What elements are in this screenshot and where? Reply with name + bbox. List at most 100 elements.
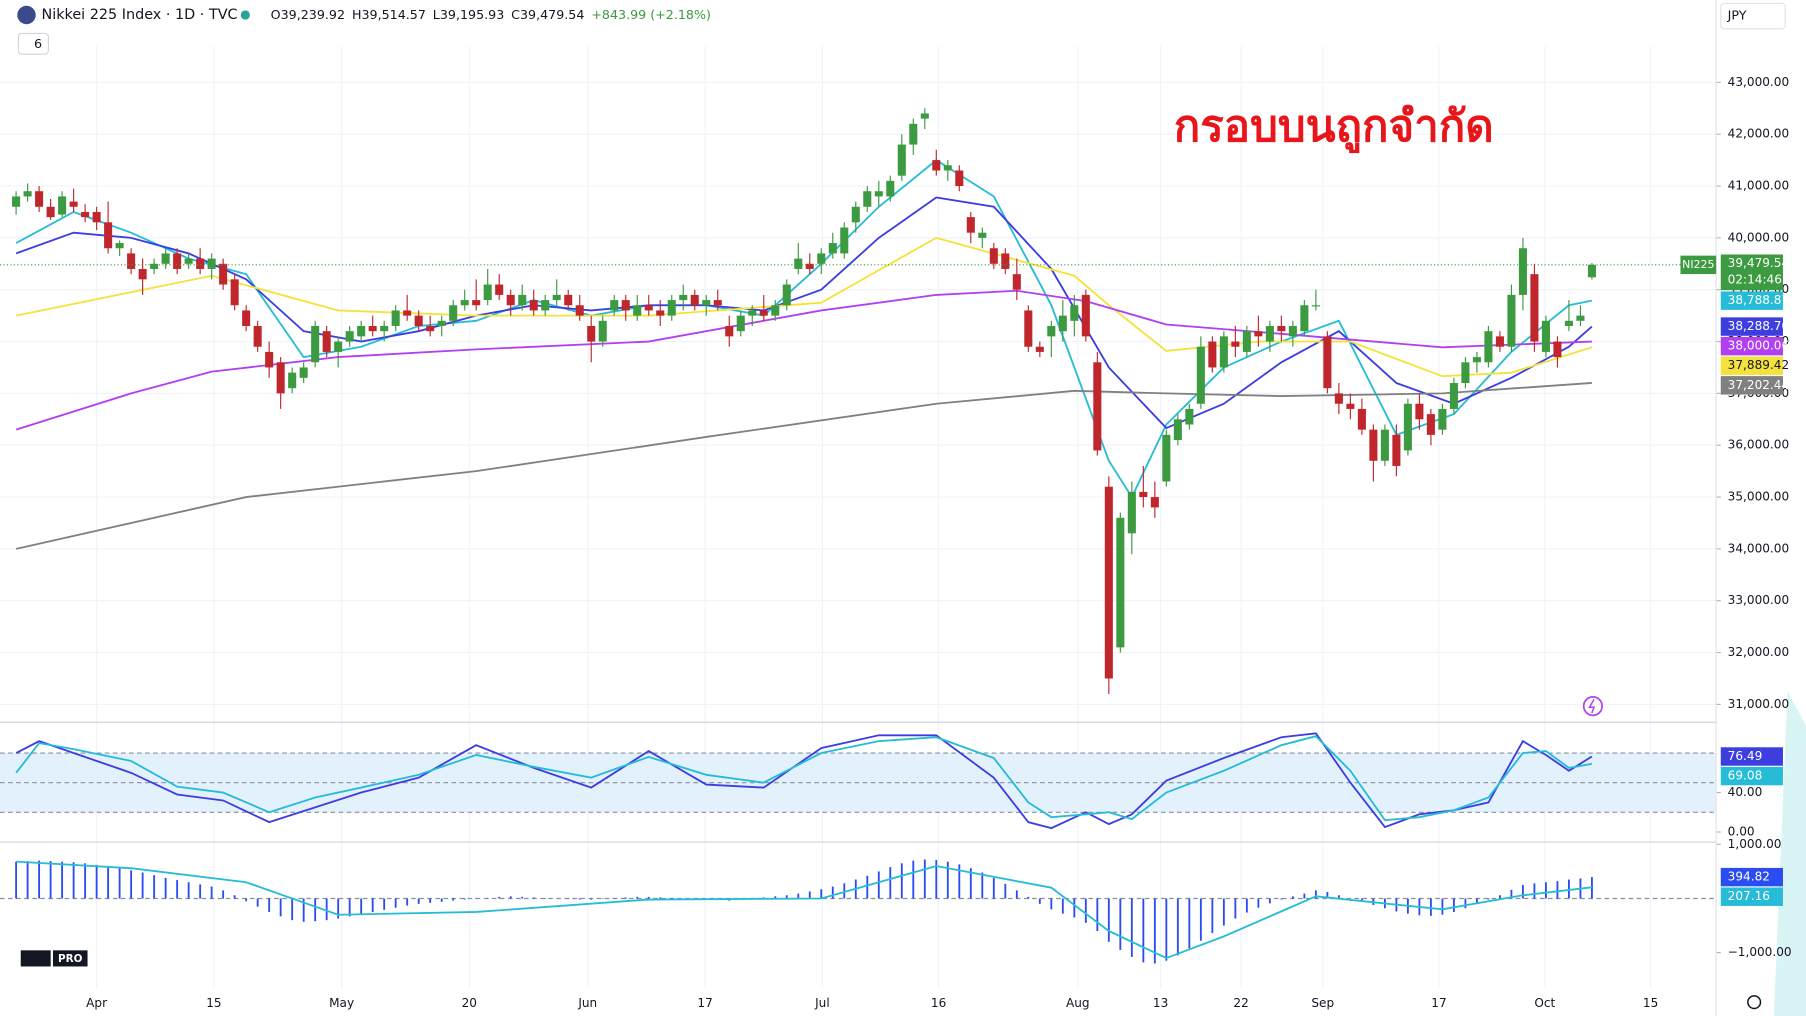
price-tag-box: [1720, 766, 1783, 786]
ohlc-value: H39,514.57: [352, 6, 426, 21]
candle-body: [667, 300, 676, 316]
price-tag: 37,202.44: [1728, 378, 1789, 392]
candle-body: [230, 279, 239, 306]
last-price-box: [1720, 254, 1783, 291]
candle-body: [1518, 248, 1527, 295]
y-tick-label: 31,000.00: [1728, 697, 1789, 711]
price-tag-box: [1720, 291, 1783, 310]
candle-body: [1047, 325, 1056, 337]
candle-body: [794, 258, 803, 269]
candle-body: [897, 144, 906, 176]
market-status[interactable]: [240, 10, 250, 20]
currency[interactable]: JPY: [1727, 8, 1747, 23]
x-tick-label: Oct: [1534, 996, 1555, 1010]
candle-body: [1300, 305, 1309, 332]
ohlc-value: C39,479.54: [511, 6, 584, 21]
labels: Apr 15 May 20 Jun 17 Jul 16 Aug 13 22 Sep 17 Oct 15 31,…: [86, 75, 1791, 1010]
candle-body: [115, 243, 124, 249]
candle-body: [828, 243, 837, 254]
candle-body: [851, 206, 860, 223]
candle-body: [1461, 362, 1470, 384]
candle-body: [863, 191, 872, 207]
candle-body: [184, 258, 193, 264]
candle-body: [288, 372, 297, 389]
candle-body: [1576, 315, 1585, 321]
x-tick-label: Jun: [577, 996, 597, 1010]
indicator-line: [15, 196, 1593, 430]
candle-body: [1185, 408, 1194, 425]
price-tag: 207.16: [1728, 889, 1770, 903]
indicator-line: [15, 381, 1592, 550]
candle-body: [196, 258, 205, 269]
candle-body: [127, 253, 136, 269]
candle-body: [817, 253, 826, 264]
candle-body: [1104, 486, 1113, 679]
x-tick-label: Apr: [86, 996, 107, 1010]
price-tag: 38,788.87: [1728, 293, 1789, 307]
logo-mark: [20, 950, 51, 967]
indicator-line: [16, 860, 1592, 960]
candle-body: [575, 305, 584, 316]
ohlc-value: +843.99 (+2.18%): [591, 6, 711, 21]
candle-body: [380, 325, 389, 332]
symbol-tag-box: [1680, 255, 1717, 275]
y-tick-label: 33,000.00: [1728, 593, 1789, 607]
candle-body: [748, 310, 757, 316]
y-tick-label: 40,000.00: [1728, 230, 1789, 244]
candle-body: [886, 180, 895, 197]
candle-body: [1127, 491, 1136, 534]
candle-body: [633, 305, 642, 316]
indicator-toggle[interactable]: [17, 32, 49, 55]
candle-body: [932, 160, 941, 171]
y-tick-label: 42,000.00: [1728, 127, 1789, 141]
candle-body: [978, 232, 987, 238]
candle-body: [368, 325, 377, 332]
candle-body: [644, 305, 653, 311]
candle-body: [437, 320, 446, 326]
candle-body: [299, 367, 308, 378]
candle-body: [104, 222, 113, 249]
price-tag-box: [1720, 376, 1783, 395]
candle-body: [1231, 341, 1240, 347]
x-tick-label: May: [329, 996, 354, 1010]
currency-button[interactable]: [1720, 2, 1786, 30]
alert-icon[interactable]: [1582, 696, 1603, 717]
candle-body: [207, 258, 216, 269]
symbol-tag: NI225: [1682, 258, 1714, 271]
y-tick-label: 35,000.00: [1728, 490, 1789, 504]
y-tick-label: 41,000.00: [1728, 179, 1789, 193]
candle-body: [1024, 310, 1033, 347]
price-tag-box: [1720, 887, 1783, 906]
candle-body: [782, 284, 791, 306]
logo-badge: [52, 950, 88, 967]
candle-body: [414, 315, 423, 326]
candle-body: [138, 268, 147, 280]
x-tick-label: 20: [462, 996, 477, 1010]
candle-body: [1035, 346, 1044, 352]
candle-body: [1081, 294, 1090, 337]
candle-body: [1208, 341, 1217, 368]
candle-body: [771, 305, 780, 316]
candle-body: [1288, 325, 1297, 337]
candle-body: [1346, 403, 1355, 409]
candle-body: [587, 325, 596, 342]
candle-body: [1472, 357, 1481, 363]
chart-title: Nikkei 225 Index · 1D · TVC: [41, 7, 237, 23]
price-tag-box: [1720, 747, 1783, 766]
ohlc-header: O39,239.92 H39,514.57 L39,195.93 C39,479.54…: [271, 6, 711, 21]
side-decoration: [1773, 691, 1806, 1016]
candle-body: [656, 310, 665, 316]
candle-body: [1001, 253, 1010, 269]
settings-icon[interactable]: [1747, 995, 1762, 1010]
candle-body: [920, 113, 929, 119]
candle-body: [1449, 383, 1458, 409]
candle-body: [1070, 305, 1079, 321]
candle-body: [345, 331, 354, 342]
indicator-count[interactable]: 6: [34, 36, 42, 51]
candle-body: [690, 294, 699, 306]
candle-body: [1162, 434, 1171, 482]
candle-body: [219, 263, 228, 285]
x-tick-label: Jul: [814, 996, 830, 1010]
candle-body: [1219, 336, 1228, 368]
